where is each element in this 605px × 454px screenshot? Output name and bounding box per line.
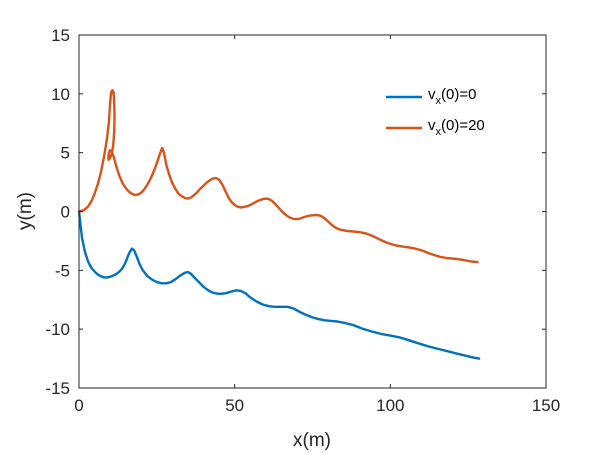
legend-label-main: v: [428, 117, 436, 134]
x-tick-label: 100: [376, 396, 404, 415]
legend-label-0: vx(0)=0: [428, 86, 476, 107]
legend-label-subscript: x: [436, 95, 442, 107]
y-tick-label: -15: [45, 379, 70, 398]
legend-label-subscript: x: [436, 126, 442, 138]
y-tick-label: 15: [51, 26, 70, 45]
legend-label-rest: (0)=20: [441, 117, 485, 134]
x-axis-label: x(m): [293, 430, 331, 451]
x-tick-label: 0: [74, 396, 83, 415]
y-axis-label: y(m): [15, 192, 36, 230]
legend-label-main: v: [428, 86, 436, 103]
x-tick-label: 50: [225, 396, 244, 415]
y-tick-label: -10: [45, 320, 70, 339]
series-line-0: [77, 210, 481, 360]
legend-label-rest: (0)=0: [441, 86, 476, 103]
series-layer: [77, 89, 481, 360]
y-tick-label: 0: [61, 203, 70, 222]
legend: vx(0)=0vx(0)=20: [386, 86, 485, 138]
y-tick-label: -5: [55, 261, 70, 280]
tick-layer: 0 50 100 150 -15 -10 -5 0 5 10 15: [45, 26, 560, 415]
x-tick-label: 150: [532, 396, 560, 415]
series-line-1: [77, 89, 479, 264]
plot-background: [79, 35, 546, 388]
y-tick-label: 10: [51, 85, 70, 104]
legend-label-1: vx(0)=20: [428, 117, 485, 138]
y-tick-label: 5: [61, 144, 70, 163]
